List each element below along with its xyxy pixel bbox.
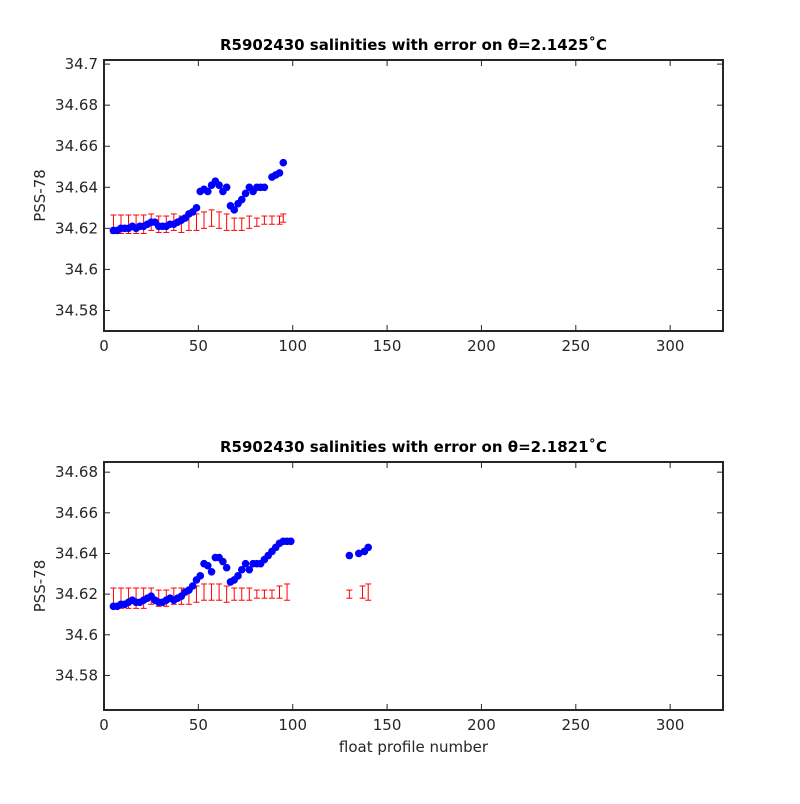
y-tick-label: 34.7 <box>65 55 98 73</box>
y-tick-label: 34.68 <box>55 96 98 114</box>
axes-box <box>103 461 724 711</box>
x-tick-label: 0 <box>99 716 109 734</box>
point <box>207 567 216 576</box>
chart-title: R5902430 salinities with error on θ=2.14… <box>220 36 607 54</box>
point <box>203 187 212 196</box>
error-bar <box>216 211 223 229</box>
point <box>237 565 246 574</box>
error-bar <box>216 583 223 601</box>
point <box>364 543 373 552</box>
x-tick-label: 200 <box>467 337 496 355</box>
x-tick-label: 150 <box>373 716 402 734</box>
point <box>222 183 231 192</box>
y-tick-label: 34.62 <box>55 219 98 237</box>
error-bar <box>201 583 208 601</box>
error-bar <box>253 217 260 227</box>
point <box>241 189 250 198</box>
point <box>345 551 354 560</box>
error-bar <box>238 587 245 601</box>
error-bar <box>246 587 253 601</box>
point <box>219 557 227 566</box>
point <box>237 195 246 204</box>
y-axis-label: PSS-78 <box>31 560 49 613</box>
x-tick-label: 50 <box>189 337 208 355</box>
error-bar <box>359 585 366 599</box>
point <box>275 169 284 177</box>
axes-box <box>103 59 724 332</box>
y-tick-label: 34.64 <box>55 178 98 196</box>
y-tick-label: 34.6 <box>65 626 98 644</box>
y-tick-label: 34.68 <box>55 463 98 481</box>
plot-area <box>104 60 723 331</box>
x-tick-label: 50 <box>189 716 208 734</box>
point <box>234 572 242 580</box>
point <box>241 559 250 568</box>
x-axis-label: float profile number <box>339 738 489 756</box>
x-tick-label: 250 <box>561 337 590 355</box>
y-axis-label: PSS-78 <box>31 169 49 222</box>
error-bar <box>246 215 253 229</box>
error-bar <box>231 587 238 601</box>
x-tick-label: 100 <box>278 337 307 355</box>
error-bar <box>284 583 291 601</box>
x-tick-label: 200 <box>467 716 496 734</box>
error-bar <box>276 215 283 225</box>
error-bar <box>268 589 275 599</box>
error-bar <box>208 209 215 227</box>
error-bar <box>238 217 245 231</box>
point <box>287 537 295 546</box>
y-tick-label: 34.6 <box>65 260 98 278</box>
error-bar <box>201 211 208 229</box>
error-bar <box>253 589 260 599</box>
x-tick-label: 300 <box>656 337 685 355</box>
point <box>260 183 269 192</box>
y-tick-label: 34.66 <box>55 504 98 522</box>
x-tick-label: 150 <box>373 337 402 355</box>
y-tick-label: 34.64 <box>55 544 98 562</box>
point <box>196 572 205 580</box>
point <box>215 181 223 190</box>
point <box>203 561 212 570</box>
error-bar <box>223 213 230 231</box>
x-tick-label: 300 <box>656 716 685 734</box>
point <box>222 563 231 572</box>
error-bar <box>208 583 215 601</box>
y-tick-label: 34.58 <box>55 301 98 319</box>
x-tick-label: 250 <box>561 716 590 734</box>
point <box>230 206 239 214</box>
point <box>188 582 197 590</box>
y-tick-label: 34.58 <box>55 666 98 684</box>
error-bar <box>223 585 230 603</box>
point <box>192 204 201 212</box>
error-bar <box>276 585 283 599</box>
error-bar <box>261 215 268 225</box>
chart-title: R5902430 salinities with error on θ=2.18… <box>220 438 607 456</box>
y-tick-label: 34.62 <box>55 585 98 603</box>
error-bar <box>261 589 268 599</box>
error-bar <box>365 583 372 601</box>
error-bar <box>231 217 238 231</box>
y-tick-label: 34.66 <box>55 137 98 155</box>
x-tick-label: 100 <box>278 716 307 734</box>
error-bar <box>280 213 287 223</box>
error-bar <box>346 589 353 599</box>
point <box>245 565 254 574</box>
x-tick-label: 0 <box>99 337 109 355</box>
plot-area <box>104 462 723 710</box>
point <box>279 158 288 167</box>
error-bar <box>268 215 275 225</box>
